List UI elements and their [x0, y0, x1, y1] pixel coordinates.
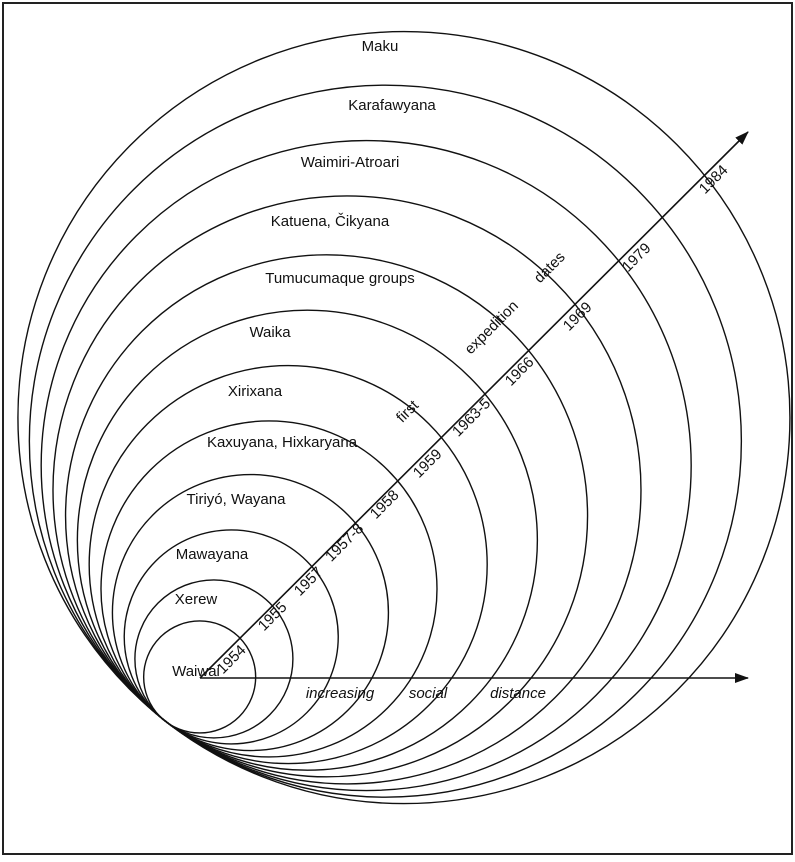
group-circle	[40, 139, 692, 792]
group-circle	[134, 579, 294, 739]
group-circle	[28, 84, 743, 798]
group-label: Karafawyana	[348, 97, 436, 114]
circles	[17, 30, 791, 805]
group-label: Tumucumaque groups	[265, 270, 415, 287]
group-circle	[142, 620, 257, 734]
group-circle	[88, 364, 488, 765]
group-circle	[52, 195, 642, 785]
group-circle	[123, 529, 339, 745]
date-axis	[199, 131, 749, 679]
group-label: Mawayana	[176, 546, 249, 563]
group-label: Maku	[362, 38, 399, 55]
group-circle	[100, 420, 438, 758]
group-circle	[64, 254, 589, 778]
group-label: Waika	[249, 324, 291, 341]
group-label: Waiwai	[172, 663, 220, 680]
social-axis-label: distance	[490, 685, 546, 702]
group-circle	[111, 473, 390, 752]
social-axis-label: increasing	[306, 685, 375, 702]
group-label: Waimiri-Atroari	[301, 154, 400, 171]
group-label: Katuena, Čikyana	[271, 213, 390, 230]
group-label: Xerew	[175, 591, 218, 608]
group-label: Kaxuyana, Hixkaryana	[207, 434, 358, 451]
group-circle	[76, 309, 539, 771]
social-axis-label: social	[409, 685, 448, 702]
group-circle	[17, 30, 791, 805]
group-label: Xirixana	[228, 383, 283, 400]
group-label: Tiriyó, Wayana	[187, 491, 287, 508]
